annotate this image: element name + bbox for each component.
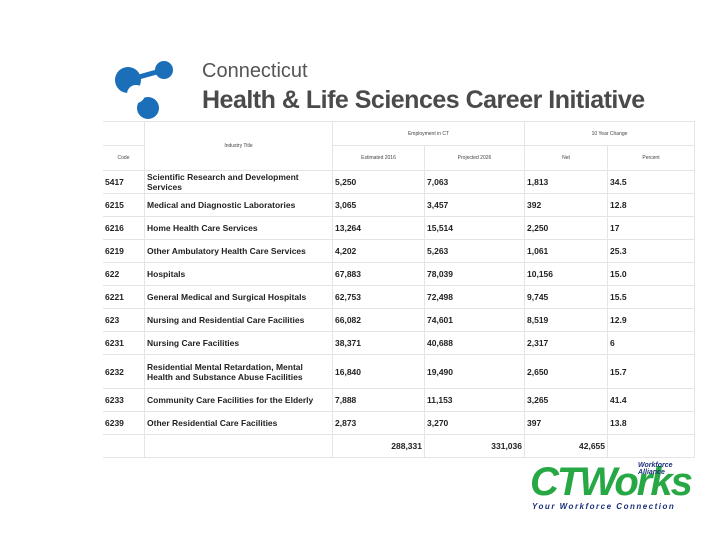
logo-slogan: Your Workforce Connection — [532, 502, 676, 511]
total-cell — [103, 435, 145, 458]
table-cell: 3,457 — [425, 194, 525, 217]
table-cell: 17 — [608, 217, 695, 240]
table-cell: 6 — [608, 332, 695, 355]
table: Industry Title Employment in CT 10 Year Ch… — [103, 121, 695, 459]
table-cell: 15.0 — [608, 263, 695, 286]
table-cell: 74,601 — [425, 309, 525, 332]
table-cell: 397 — [525, 412, 608, 435]
table-cell: 25.3 — [608, 240, 695, 263]
table-cell: 3,065 — [333, 194, 425, 217]
table-cell: 3,265 — [525, 389, 608, 412]
table-cell: 12.8 — [608, 194, 695, 217]
table-cell: 78,039 — [425, 263, 525, 286]
table-cell: Community Care Facilities for the Elderl… — [145, 389, 333, 412]
table-cell: 66,082 — [333, 309, 425, 332]
table-cell: 623 — [103, 309, 145, 332]
table-cell: 2,317 — [525, 332, 608, 355]
column-header: Code — [103, 146, 145, 171]
table-cell: 2,250 — [525, 217, 608, 240]
table-cell: 6221 — [103, 286, 145, 309]
table-cell: 6216 — [103, 217, 145, 240]
table-cell: 15,514 — [425, 217, 525, 240]
total-cell: 288,331 — [333, 435, 425, 458]
table-cell: Scientific Research and Development Serv… — [145, 171, 333, 194]
column-header: Projected 2026 — [425, 146, 525, 171]
table-cell: 5417 — [103, 171, 145, 194]
total-cell — [608, 435, 695, 458]
table-cell: 19,490 — [425, 355, 525, 389]
table-cell: 4,202 — [333, 240, 425, 263]
logo-name: CTWorks — [530, 460, 693, 504]
table-cell: 40,688 — [425, 332, 525, 355]
table-cell: 15.7 — [608, 355, 695, 389]
table-cell: 12.9 — [608, 309, 695, 332]
table-cell: 6231 — [103, 332, 145, 355]
table-cell: 16,840 — [333, 355, 425, 389]
group-header: Employment in CT — [333, 122, 525, 146]
total-cell: 42,655 — [525, 435, 608, 458]
table-cell: 7,888 — [333, 389, 425, 412]
table-cell: 34.5 — [608, 171, 695, 194]
table-cell: 8,519 — [525, 309, 608, 332]
table-cell: 15.5 — [608, 286, 695, 309]
table-cell: 6215 — [103, 194, 145, 217]
ctworks-logo: CTWorks Workforce Alliance Your Workforc… — [530, 460, 700, 515]
table-cell: 1,813 — [525, 171, 608, 194]
table-cell: 41.4 — [608, 389, 695, 412]
table-cell: 67,883 — [333, 263, 425, 286]
table-cell: 38,371 — [333, 332, 425, 355]
table-cell: 392 — [525, 194, 608, 217]
table-cell: 6239 — [103, 412, 145, 435]
table-cell: 9,745 — [525, 286, 608, 309]
table-cell: 62,753 — [333, 286, 425, 309]
table-cell: 3,270 — [425, 412, 525, 435]
table-cell: Home Health Care Services — [145, 217, 333, 240]
column-header: Industry Title — [145, 122, 333, 171]
column-header: Percent — [608, 146, 695, 171]
table-cell: 13,264 — [333, 217, 425, 240]
table-cell: 2,650 — [525, 355, 608, 389]
brand-line1: Connecticut — [202, 60, 308, 82]
table-cell: 11,153 — [425, 389, 525, 412]
table-cell: 7,063 — [425, 171, 525, 194]
header-cell — [103, 122, 145, 146]
brand-line2: Health & Life Sciences Career Initiative — [202, 86, 645, 114]
logo-tag: Workforce Alliance — [638, 462, 673, 476]
table-cell: Other Residential Care Facilities — [145, 412, 333, 435]
table-cell: 6232 — [103, 355, 145, 389]
table-cell: 10,156 — [525, 263, 608, 286]
total-cell: 331,036 — [425, 435, 525, 458]
table-cell: 1,061 — [525, 240, 608, 263]
table-cell: 6219 — [103, 240, 145, 263]
table-cell: Nursing Care Facilities — [145, 332, 333, 355]
table-cell: Medical and Diagnostic Laboratories — [145, 194, 333, 217]
total-cell — [145, 435, 333, 458]
group-header: 10 Year Change — [525, 122, 695, 146]
table-cell: 6233 — [103, 389, 145, 412]
table-cell: 5,263 — [425, 240, 525, 263]
column-header: Estimated 2016 — [333, 146, 425, 171]
table-cell: 622 — [103, 263, 145, 286]
table-cell: 5,250 — [333, 171, 425, 194]
table-cell: General Medical and Surgical Hospitals — [145, 286, 333, 309]
table-cell: Hospitals — [145, 263, 333, 286]
logo-icon — [108, 61, 194, 120]
column-header: Net — [525, 146, 608, 171]
table-cell: Nursing and Residential Care Facilities — [145, 309, 333, 332]
table-cell: 72,498 — [425, 286, 525, 309]
table-cell: Residential Mental Retardation, Mental H… — [145, 355, 333, 389]
table-cell: 13.8 — [608, 412, 695, 435]
table-cell: Other Ambulatory Health Care Services — [145, 240, 333, 263]
table-cell: 2,873 — [333, 412, 425, 435]
